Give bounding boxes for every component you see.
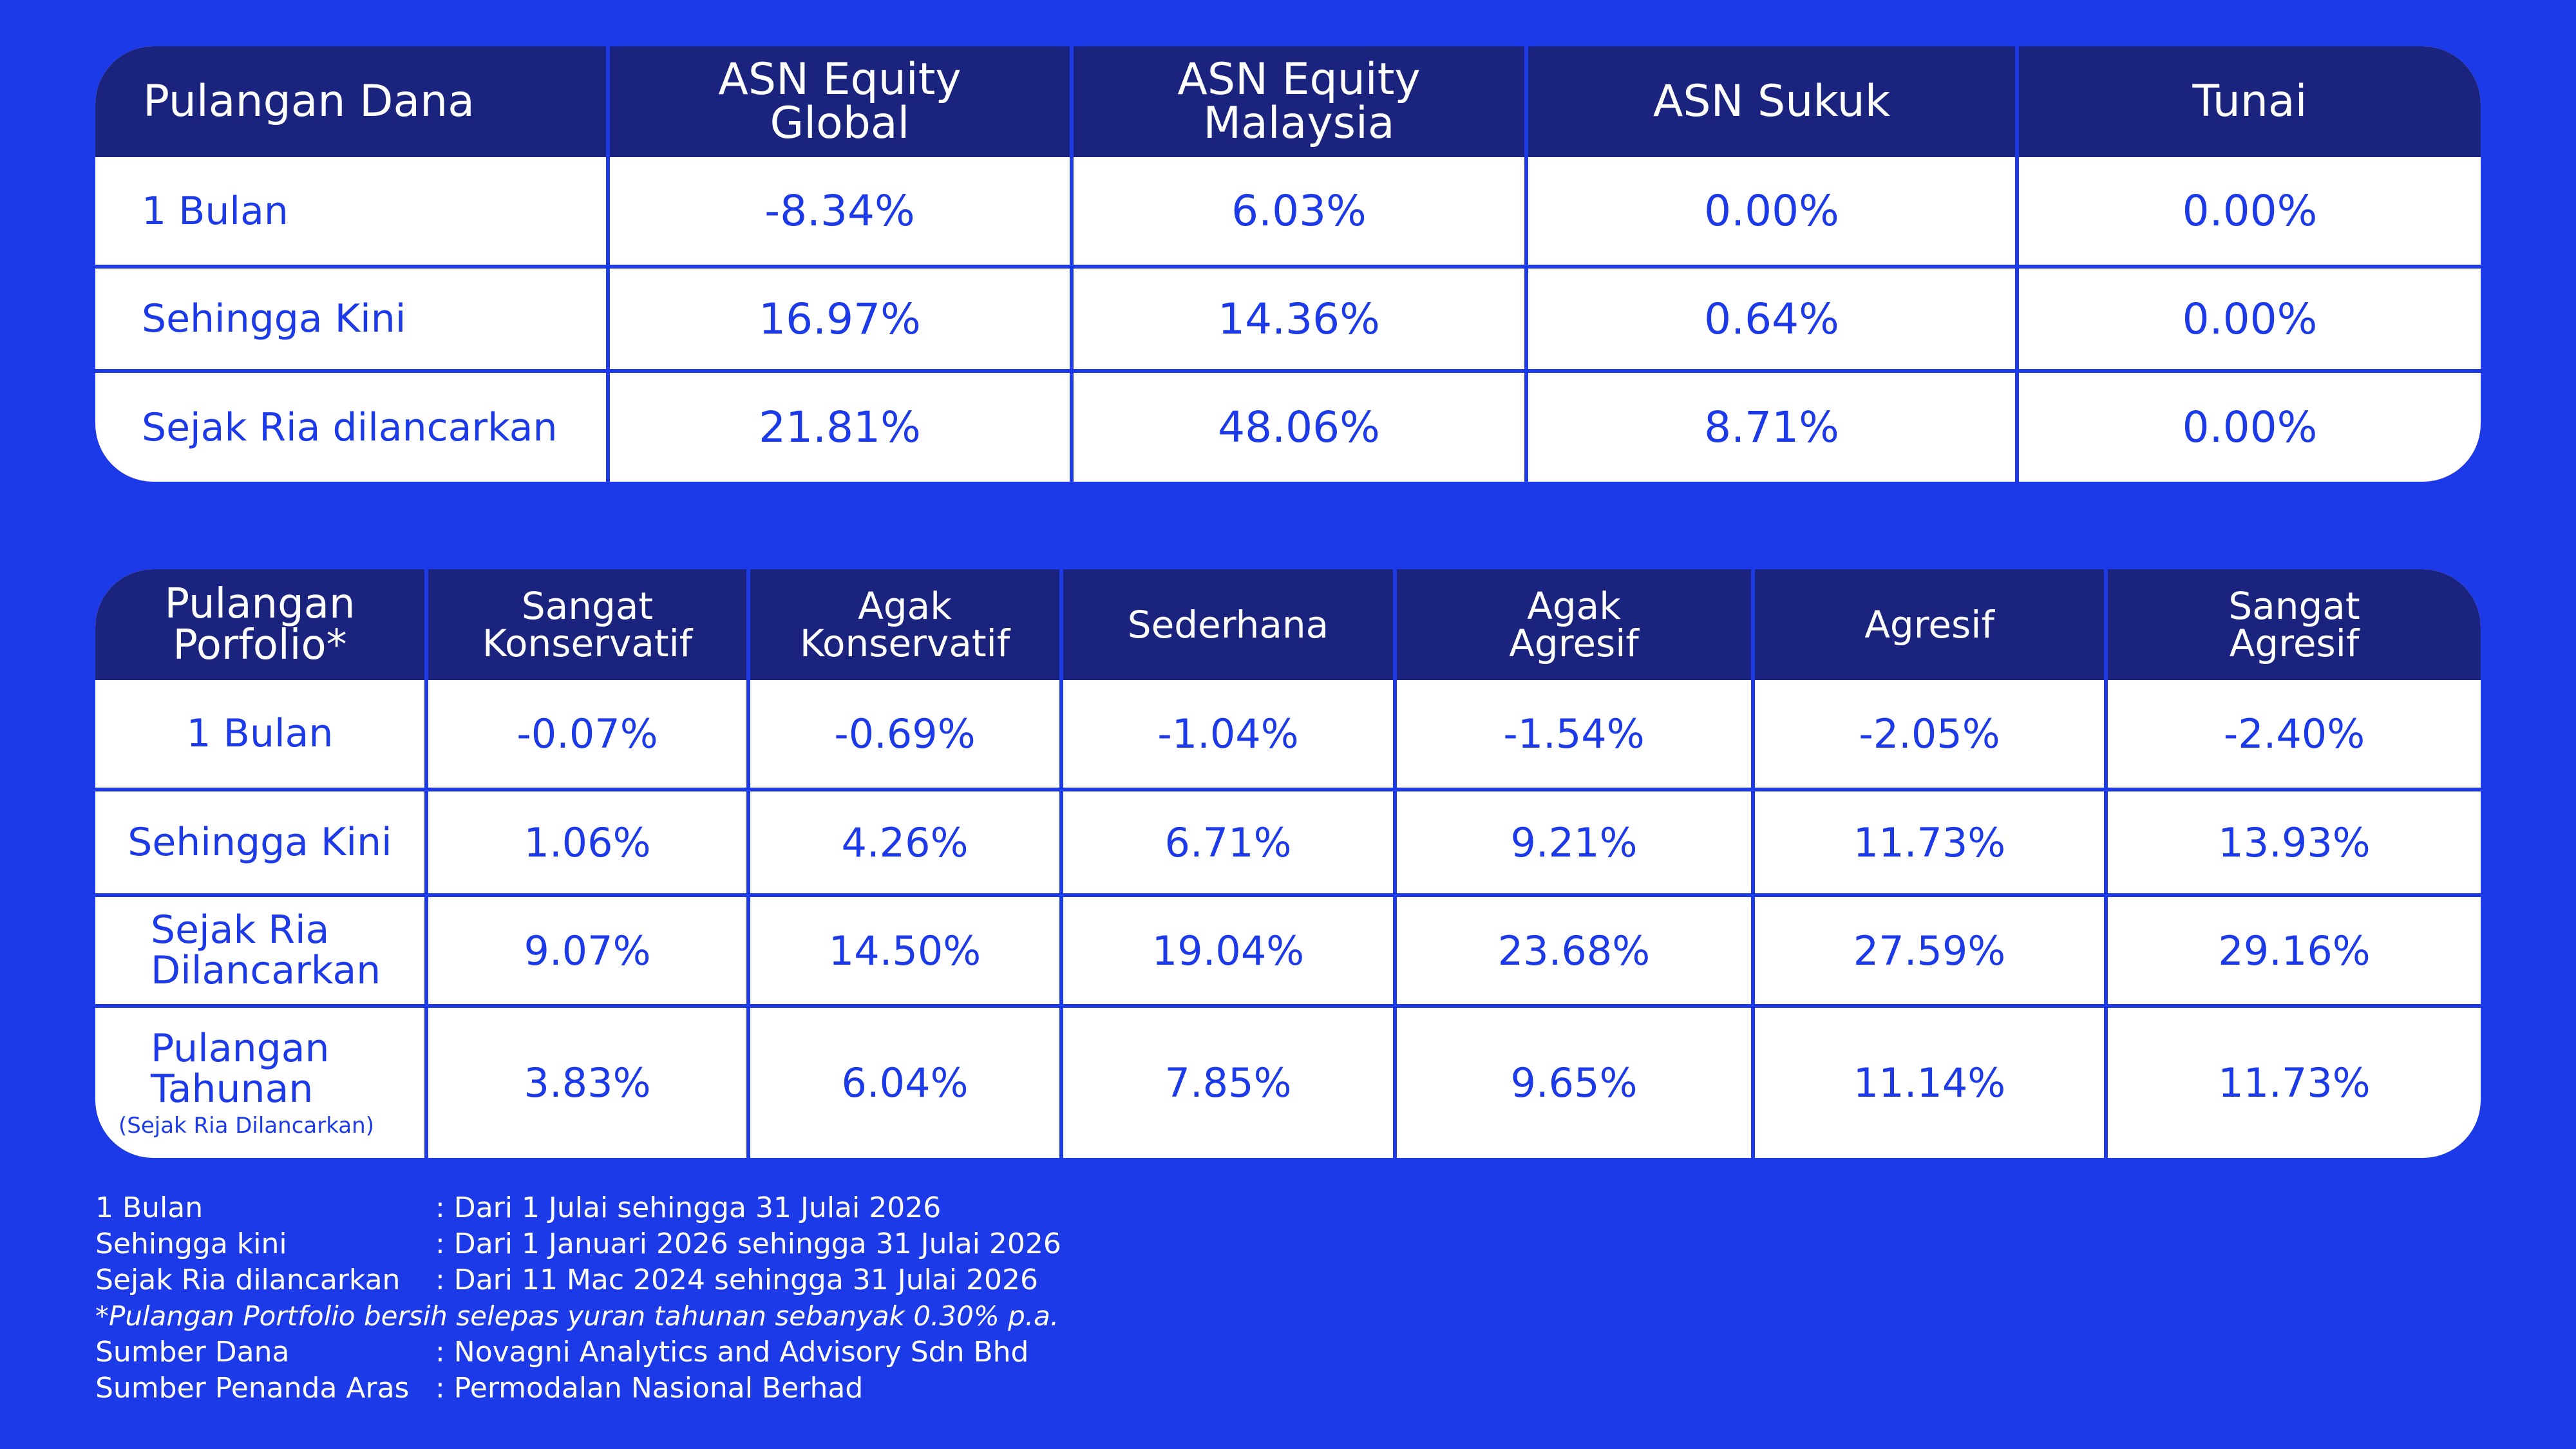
cell-value: 0.00% xyxy=(2017,265,2481,371)
cell-value: 6.04% xyxy=(748,1004,1063,1158)
row-label: 1 Bulan xyxy=(95,680,428,790)
row-sublabel: (Sejak Ria Dilancarkan) xyxy=(118,1112,374,1139)
cell-value: -0.69% xyxy=(748,680,1063,790)
fund-returns-table: Pulangan Dana ASN Equity Global ASN Equi… xyxy=(95,46,2481,482)
portfolio-returns-table: Pulangan Porfolio* Sangat Konservatif Ag… xyxy=(95,569,2481,1158)
row-label: 1 Bulan xyxy=(95,157,610,267)
cell-value: -8.34% xyxy=(608,157,1074,267)
note-ytd: Sehingga kini : Dari 1 Januari 2026 sehi… xyxy=(95,1226,1061,1262)
cell-value: 14.36% xyxy=(1072,265,1528,371)
note-disclaimer: *Pulangan Portfolio bersih selepas yuran… xyxy=(95,1300,1059,1332)
cell-value: 1.06% xyxy=(426,788,750,895)
header-sederhana: Sederhana xyxy=(1061,569,1397,680)
header-agak-konservatif: Agak Konservatif xyxy=(748,569,1063,680)
header-asn-equity-global: ASN Equity Global xyxy=(608,46,1074,157)
header-sangat-konservatif: Sangat Konservatif xyxy=(426,569,750,680)
cell-value: 48.06% xyxy=(1072,369,1528,482)
header-pulangan-dana: Pulangan Dana xyxy=(95,46,610,157)
note-one-month: 1 Bulan : Dari 1 Julai sehingga 31 Julai… xyxy=(95,1190,1061,1226)
row-label: Sehingga Kini xyxy=(95,788,428,895)
cell-value: 0.00% xyxy=(1526,157,2019,267)
fund-header-row: Pulangan Dana ASN Equity Global ASN Equi… xyxy=(95,46,2481,157)
cell-value: 19.04% xyxy=(1061,893,1397,1006)
portfolio-header-row: Pulangan Porfolio* Sangat Konservatif Ag… xyxy=(95,569,2481,680)
cell-value: 23.68% xyxy=(1395,893,1755,1006)
table-row: 1 Bulan -8.34% 6.03% 0.00% 0.00% xyxy=(95,157,2481,267)
cell-value: 6.03% xyxy=(1072,157,1528,267)
cell-value: 0.00% xyxy=(2182,186,2318,236)
note-since-launch: Sejak Ria dilancarkan : Dari 11 Mac 2024… xyxy=(95,1262,1061,1298)
note-key: Sumber Dana xyxy=(95,1336,290,1368)
cell-value: -1.04% xyxy=(1061,680,1397,790)
row-label: Sejak Ria Dilancarkan xyxy=(95,893,428,1006)
note-value: : Dari 1 Januari 2026 sehingga 31 Julai … xyxy=(435,1227,1061,1260)
header-agresif: Agresif xyxy=(1753,569,2108,680)
header-asn-equity-malaysia: ASN Equity Malaysia xyxy=(1072,46,1528,157)
cell-value: 27.59% xyxy=(1753,893,2108,1006)
note-value: : Dari 11 Mac 2024 sehingga 31 Julai 202… xyxy=(435,1264,1039,1296)
cell-value: 6.71% xyxy=(1061,788,1397,895)
table-row: Sehingga Kini 1.06% 4.26% 6.71% 9.21% 11… xyxy=(95,788,2481,895)
cell-value: 0.64% xyxy=(1526,265,2019,371)
cell-value: 9.21% xyxy=(1395,788,1755,895)
row-label: Sehingga Kini xyxy=(95,265,610,371)
note-key: Sehingga kini xyxy=(95,1227,287,1260)
header-asn-sukuk: ASN Sukuk xyxy=(1526,46,2019,157)
cell-value: 9.65% xyxy=(1395,1004,1755,1158)
cell-value: 16.97% xyxy=(608,265,1074,371)
table-row: Sejak Ria dilancarkan 21.81% 48.06% 8.71… xyxy=(95,369,2481,482)
cell-value: 0.00% xyxy=(2017,369,2481,482)
note-key: 1 Bulan xyxy=(95,1191,204,1224)
cell-value: 7.85% xyxy=(1061,1004,1397,1158)
cell-value: -0.07% xyxy=(426,680,750,790)
cell-value: 13.93% xyxy=(2106,788,2481,895)
cell-value: -2.40% xyxy=(2223,710,2365,757)
header-sangat-agresif: Sangat Agresif xyxy=(2106,569,2481,680)
note-benchmark-source: Sumber Penanda Aras : Permodalan Nasiona… xyxy=(95,1370,1061,1406)
cell-value: 14.50% xyxy=(748,893,1063,1006)
row-label: Pulangan Tahunan (Sejak Ria Dilancarkan) xyxy=(95,1004,428,1158)
cell-value: 11.73% xyxy=(1753,788,2108,895)
cell-value: 4.26% xyxy=(748,788,1063,895)
row-label: Sejak Ria dilancarkan xyxy=(95,369,610,482)
cell-value: -1.54% xyxy=(1395,680,1755,790)
cell-value: 29.16% xyxy=(2106,893,2481,1006)
note-fund-source: Sumber Dana : Novagni Analytics and Advi… xyxy=(95,1334,1061,1370)
header-tunai: Tunai xyxy=(2017,46,2481,157)
note-key: Sumber Penanda Aras xyxy=(95,1372,410,1405)
cell-value: 9.07% xyxy=(426,893,750,1006)
header-agak-agresif: Agak Agresif xyxy=(1395,569,1755,680)
cell-value: 8.71% xyxy=(1526,369,2019,482)
table-row: Pulangan Tahunan (Sejak Ria Dilancarkan) … xyxy=(95,1004,2481,1158)
note-key: Sejak Ria dilancarkan xyxy=(95,1264,401,1296)
table-row: Sehingga Kini 16.97% 14.36% 0.64% 0.00% xyxy=(95,265,2481,371)
note-value: : Permodalan Nasional Berhad xyxy=(435,1372,864,1405)
note-value: : Novagni Analytics and Advisory Sdn Bhd xyxy=(435,1336,1029,1368)
cell-value: 11.73% xyxy=(2106,1004,2481,1158)
table-row: Sejak Ria Dilancarkan 9.07% 14.50% 19.04… xyxy=(95,893,2481,1006)
cell-value: 11.14% xyxy=(1753,1004,2108,1158)
cell-value: -2.05% xyxy=(1753,680,2108,790)
header-pulangan-portfolio: Pulangan Porfolio* xyxy=(95,569,428,680)
cell-value: 21.81% xyxy=(608,369,1074,482)
footnotes: 1 Bulan : Dari 1 Julai sehingga 31 Julai… xyxy=(95,1190,1061,1406)
note-value: : Dari 1 Julai sehingga 31 Julai 2026 xyxy=(435,1191,942,1224)
table-row: 1 Bulan -0.07% -0.69% -1.04% -1.54% -2.0… xyxy=(95,680,2481,790)
cell-value: 3.83% xyxy=(426,1004,750,1158)
